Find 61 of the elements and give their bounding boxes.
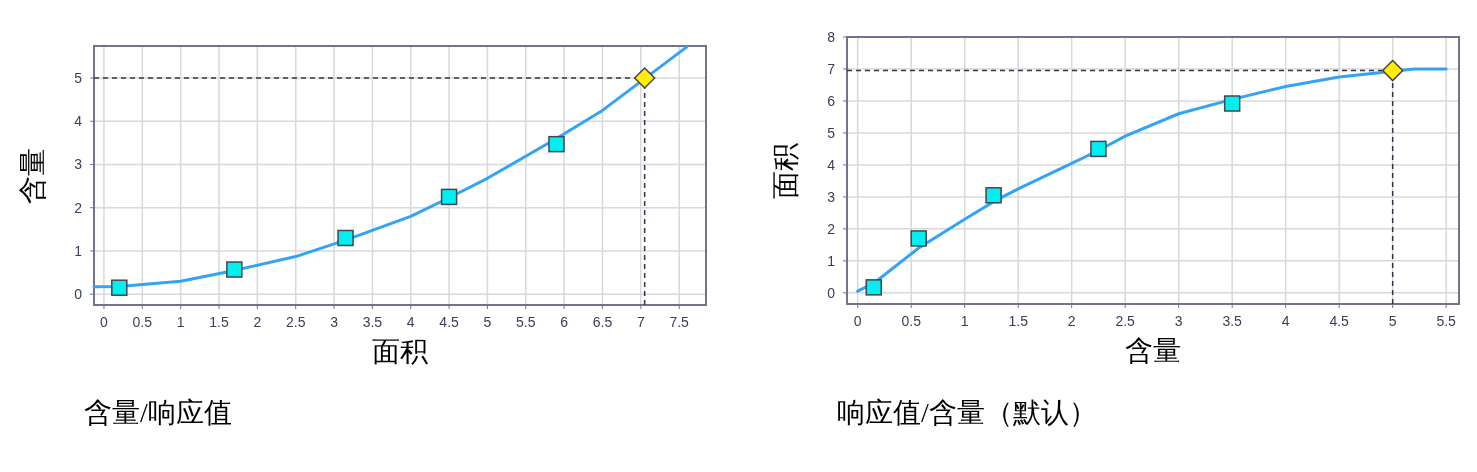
x-tick-label: 5.5 — [1436, 313, 1457, 329]
x-tick-label: 1.5 — [209, 314, 229, 330]
text: 含量/响应值 — [84, 397, 232, 428]
x-tick-label: 7 — [636, 314, 645, 330]
point — [337, 229, 354, 247]
x-tick-label: 3.5 — [1222, 313, 1243, 329]
x-tick-label: 2.5 — [285, 314, 306, 330]
x-axis-title: 面积 — [372, 336, 428, 367]
x-tick-label: 2 — [1067, 313, 1076, 329]
y-tick-label: 4 — [74, 113, 83, 130]
point — [226, 261, 243, 278]
x-tick-label: 3.5 — [362, 314, 383, 330]
x-axis-title: 含量 — [1125, 335, 1181, 366]
x-tick-label: 7.5 — [669, 314, 690, 330]
x-tick-label: 0.5 — [132, 314, 153, 330]
x-tick-label: 6.5 — [592, 314, 613, 330]
y-tick-label: 1 — [74, 242, 83, 259]
x-tick-label: 5.5 — [516, 314, 536, 330]
y-tick-label: 5 — [74, 70, 83, 86]
point — [440, 188, 458, 206]
y-tick-label: 8 — [827, 29, 836, 45]
y-axis-title: 面积 — [770, 142, 801, 199]
text: 响应值/含量（默认） — [837, 397, 1097, 428]
x-tick-label: 6 — [560, 314, 569, 330]
x-tick-label: 0.5 — [901, 313, 922, 329]
y-tick-label: 3 — [827, 188, 836, 205]
point — [865, 279, 882, 296]
x-tick-label: 5 — [483, 314, 492, 330]
point — [548, 135, 565, 153]
point — [985, 187, 1002, 204]
x-tick-label: 1 — [176, 314, 185, 330]
x-tick-label: 0 — [100, 314, 109, 330]
y-tick-label: 0 — [74, 286, 83, 303]
y-axis-title: 含量 — [17, 147, 48, 204]
x-tick-label: 4 — [406, 314, 415, 330]
y-tick-label: 4 — [827, 156, 836, 173]
x-tick-label: 4.5 — [1329, 313, 1350, 329]
y-tick-label: 5 — [827, 124, 836, 141]
point — [1381, 59, 1404, 82]
point — [910, 230, 927, 247]
point — [1090, 140, 1107, 158]
point — [633, 67, 656, 89]
x-tick-label: 2 — [253, 314, 262, 330]
x-tick-label: 2.5 — [1115, 313, 1136, 329]
y-tick-label: 3 — [74, 156, 83, 173]
point — [111, 279, 128, 296]
x-tick-label: 5 — [1388, 313, 1397, 329]
y-tick-label: 2 — [827, 220, 836, 237]
x-tick-label: 4.5 — [439, 314, 460, 330]
y-tick-label: 1 — [827, 252, 836, 269]
y-tick-label: 0 — [827, 284, 836, 301]
x-tick-label: 3 — [330, 314, 339, 330]
x-tick-label: 1 — [960, 313, 969, 329]
x-tick-label: 3 — [1174, 313, 1183, 329]
y-tick-label: 2 — [74, 199, 83, 216]
y-tick-label: 7 — [827, 60, 836, 77]
point — [1223, 95, 1241, 112]
x-tick-label: 1.5 — [1008, 313, 1029, 329]
x-tick-label: 4 — [1281, 313, 1290, 329]
y-tick-label: 6 — [827, 92, 836, 109]
x-tick-label: 0 — [853, 313, 862, 329]
